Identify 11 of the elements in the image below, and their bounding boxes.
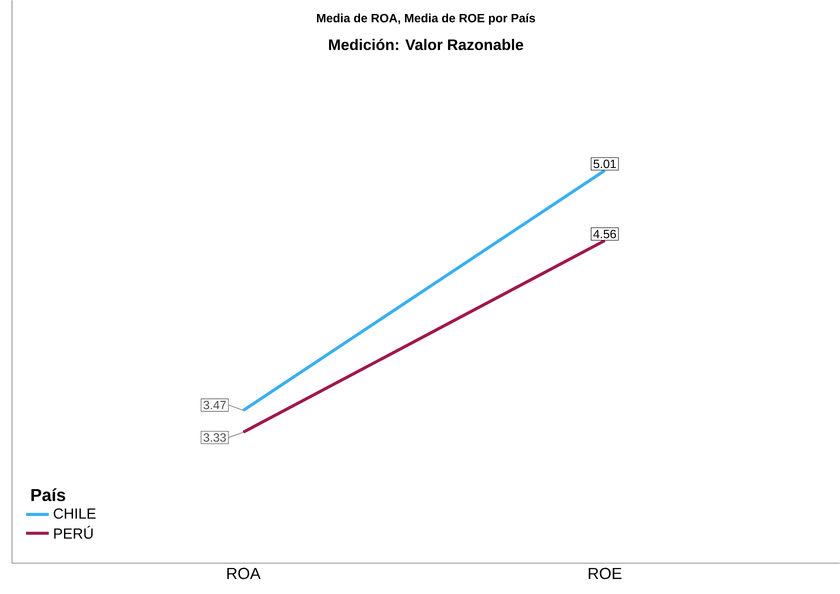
chart-title: Media de ROA, Media de ROE por País [317,13,536,25]
data-label: 3.47 [204,400,226,410]
x-tick-label: ROE [588,568,622,580]
legend-label: PERÚ [54,526,93,539]
data-label: 5.01 [594,160,616,168]
legend-title: País [31,488,66,502]
data-label: 4.56 [593,230,616,238]
chart-subtitle: Medición: Valor Razonable [329,38,524,50]
x-tick-label: ROA [227,568,261,580]
data-label: 3.33 [204,433,226,442]
legend-label: CHILE [54,508,96,519]
